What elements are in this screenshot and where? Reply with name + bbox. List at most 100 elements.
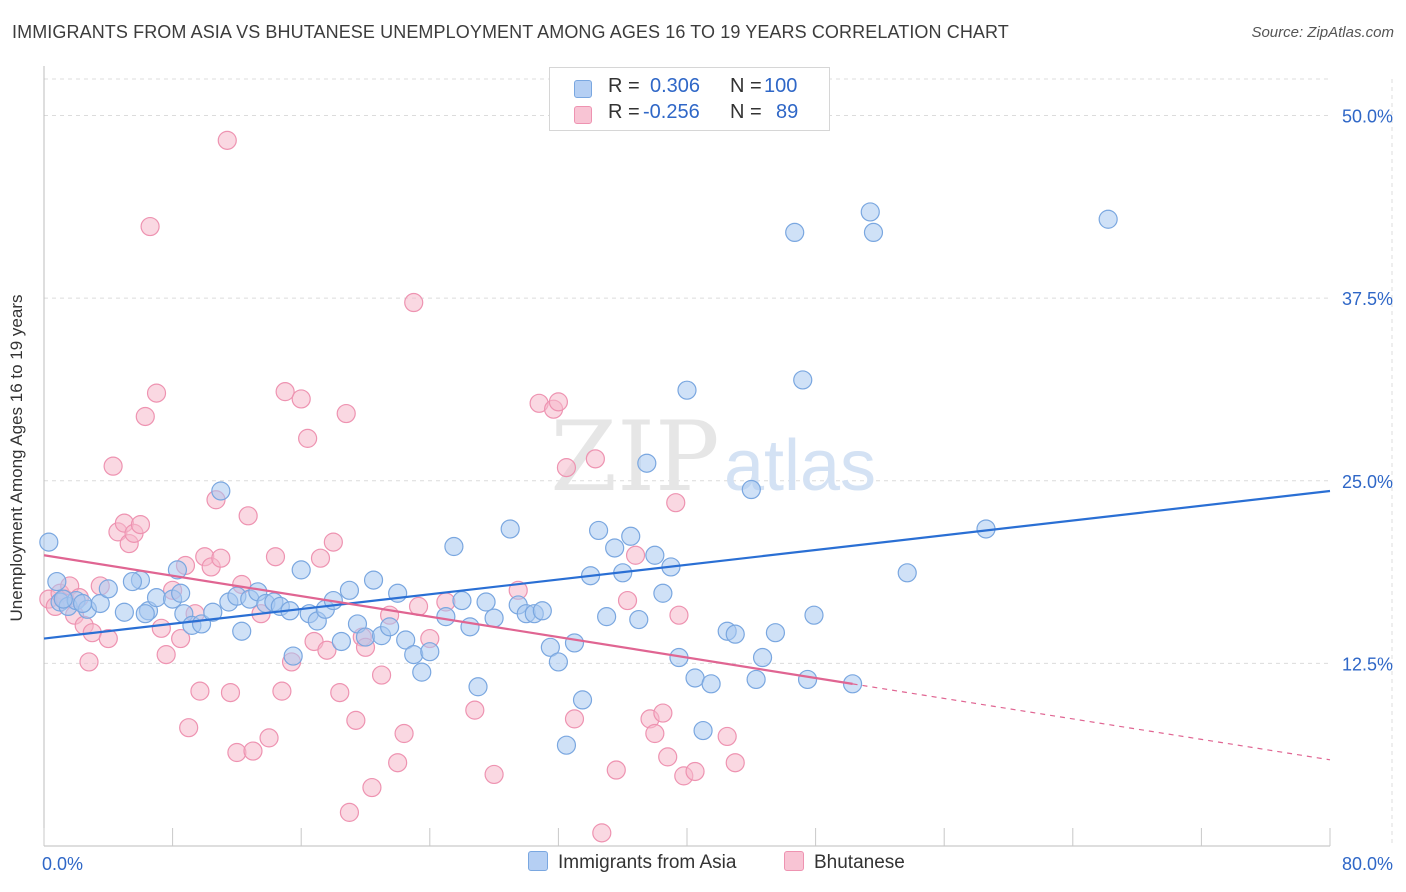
bhutanese-point (556, 458, 577, 478)
legend-r-label: R = (608, 75, 640, 97)
source-label: Source: ZipAtlas.com (1251, 24, 1394, 41)
asia-point (203, 602, 223, 622)
y-tick-label: 50.0% (1342, 107, 1393, 127)
bhutanese-point (317, 640, 337, 660)
asia-point (677, 380, 697, 400)
bhutanese-point (408, 596, 429, 617)
bhutanese-point (388, 753, 408, 773)
bhutanese-point (265, 547, 286, 567)
asia-point (645, 545, 665, 565)
asia-point (556, 735, 577, 755)
chart-title: IMMIGRANTS FROM ASIA VS BHUTANESE UNEMPL… (12, 22, 1009, 42)
legend-r-value: -0.256 (643, 101, 700, 123)
legend-swatch-bhutanese (784, 851, 804, 871)
bhutanese-point (653, 703, 673, 723)
asia-point (564, 633, 585, 653)
asia-point (420, 642, 440, 662)
bhutanese-point (243, 741, 263, 761)
trend-lines (43, 489, 1331, 761)
asia-point (232, 621, 252, 641)
asia-point (785, 222, 805, 242)
legend-n-value: 100 (764, 75, 798, 97)
bhutanese-point (484, 764, 504, 785)
asia-point (476, 592, 496, 612)
asia-point (484, 608, 504, 628)
asia-point (597, 607, 617, 627)
legend-item-asia: Immigrants from Asia (528, 851, 736, 874)
asia-point (653, 583, 673, 603)
x-tick-label: 0.0% (42, 854, 83, 874)
legend-r-label: R = (608, 101, 640, 123)
bhutanese-point (220, 682, 241, 703)
bhutanese-point (592, 823, 612, 843)
asia-point (540, 637, 560, 657)
bhutanese-point (564, 709, 585, 729)
legend-label-bhutanese: Bhutanese (814, 852, 905, 873)
bhutanese-point (151, 618, 171, 638)
bhutanese-point (79, 652, 99, 672)
asia-point (47, 571, 67, 592)
asia-point (363, 570, 384, 590)
asia-point (339, 580, 360, 600)
legend-row-bhutanese: R = -0.256 N = 89 (550, 101, 829, 129)
bhutanese-point (685, 761, 705, 782)
asia-point (380, 617, 400, 637)
asia-point (444, 536, 464, 557)
asia-point (98, 579, 118, 599)
bhutanese-point (130, 514, 151, 535)
legend-swatch-asia (574, 80, 592, 98)
bhutanese-point (717, 726, 737, 747)
asia-point (355, 627, 376, 647)
asia-point (211, 481, 231, 501)
bhutanese-point (217, 130, 237, 150)
asia-point (765, 623, 786, 643)
y-tick-label: 37.5% (1342, 289, 1393, 309)
legend-row-asia: R = 0.306 N = 100 (550, 75, 829, 103)
asia-point (637, 453, 657, 473)
y-tick-label: 12.5% (1342, 654, 1393, 674)
bhutanese-point (190, 681, 210, 701)
asia-point (72, 593, 93, 614)
bhutanese-trend-line (43, 554, 853, 685)
y-tick-label: 25.0% (1342, 472, 1393, 492)
asia-point (146, 588, 167, 608)
bhutanese-point (179, 718, 199, 738)
asia-point (752, 647, 773, 668)
bhutanese-point (171, 628, 191, 649)
bhutanese-point (606, 760, 626, 780)
bhutanese-point (465, 700, 485, 720)
asia-point (746, 669, 766, 690)
bhutanese-point (98, 628, 118, 649)
asia-point (460, 617, 480, 637)
bhutanese-point (404, 292, 424, 313)
asia-point (701, 674, 721, 694)
bhutanese-point (645, 723, 665, 744)
asia-point (629, 609, 649, 630)
bhutanese-point (259, 728, 279, 748)
bhutanese-point (585, 449, 605, 469)
legend-n-label: N = (730, 75, 762, 97)
asia-point (39, 532, 59, 552)
asia-trend-line (43, 489, 1331, 640)
legend-n-label: N = (730, 101, 762, 123)
asia-point (452, 590, 472, 611)
bhutanese-trend-line-extension (852, 683, 1331, 761)
asia-point (436, 607, 456, 627)
legend-label-asia: Immigrants from Asia (558, 852, 737, 873)
x-tick-label: 80.0% (1342, 854, 1393, 874)
bhutanese-point (666, 493, 686, 513)
asia-point (741, 479, 761, 500)
bhutanese-point (298, 428, 318, 448)
asia-point (135, 604, 155, 624)
asia-point (897, 563, 917, 583)
bhutanese-point (156, 645, 176, 665)
tick-labels: 12.5% 25.0% 37.5% 50.0% 0.0% 80.0% (42, 107, 1393, 874)
bhutanese-point (371, 665, 392, 685)
asia-point (548, 652, 569, 672)
bhutanese-point (669, 605, 689, 625)
asia-point (468, 677, 488, 697)
asia-point (605, 538, 625, 558)
bhutanese-point (362, 777, 382, 798)
legend-swatch-asia (528, 851, 548, 871)
